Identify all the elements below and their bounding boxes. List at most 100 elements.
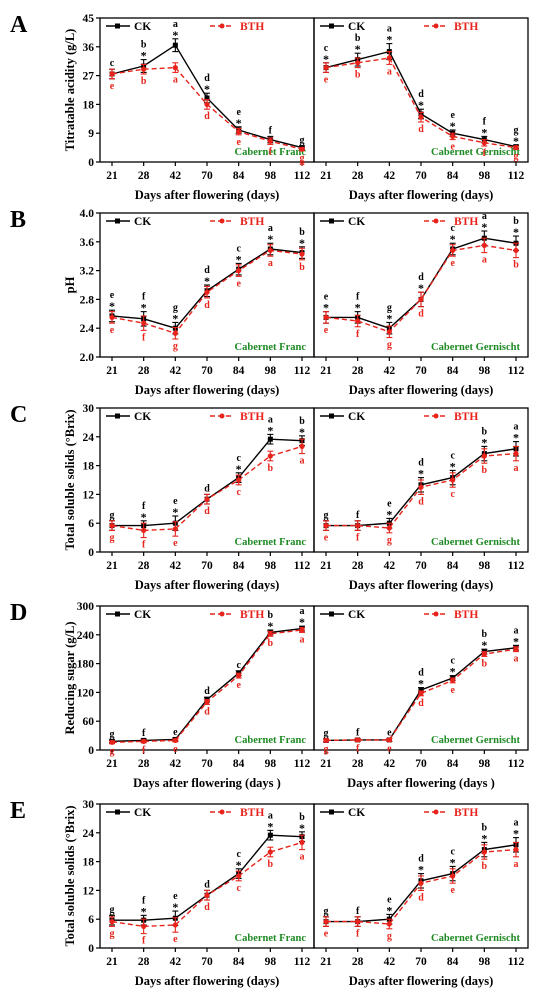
data-point [172,922,178,928]
x-tick-label: 28 [138,758,150,770]
legend-bth-marker [433,611,439,617]
y-tick-label: 12 [83,885,95,897]
y-tick-label: 9 [88,128,94,140]
legend-bth-marker [219,413,225,419]
significance-star: * [513,431,519,445]
data-point [172,330,178,336]
data-point [204,289,210,295]
significance-letter: e [173,744,178,755]
significance-star: * [299,821,305,835]
x-tick-label: 84 [233,365,245,377]
subplot-gernischt: 21 28 42 70 84 98 112 Days after flowering (day… [313,211,529,397]
x-tick-label: 42 [170,560,182,572]
significance-star: * [418,863,424,877]
significance-letter: d [418,668,424,679]
significance-letter: d [204,73,210,84]
significance-letter: g [514,151,519,162]
legend-ck-marker [115,611,120,617]
data-point [172,65,178,71]
significance-letter: f [142,501,146,512]
significance-letter: g [300,153,305,164]
data-point [450,247,456,254]
significance-letter: g [110,729,115,740]
significance-star: * [355,301,361,315]
y-tick-label: 27 [83,71,95,83]
significance-letter: e [450,110,455,121]
significance-letter: b [513,216,519,227]
x-tick-label: 21 [320,170,332,182]
data-point [299,251,305,257]
y-tick-label: 0 [88,943,94,955]
x-tick-label: 98 [479,956,491,968]
significance-star: * [172,505,178,519]
significance-letter: d [418,698,424,709]
significance-letter: b [482,861,488,872]
x-tick-label: 21 [106,758,118,770]
significance-letter: f [142,895,146,906]
data-point [418,484,424,490]
y-tick-label: 240 [77,630,95,642]
plot-frame [99,407,315,553]
x-tick-label: 70 [201,365,213,377]
significance-letter: a [514,818,519,829]
significance-letter: a [387,24,392,35]
significance-letter: c [324,43,329,54]
data-point [204,699,210,705]
significance-letter: c [236,883,241,894]
significance-star: * [267,619,273,633]
data-point [481,140,487,146]
significance-letter: e [387,498,392,509]
significance-letter: f [356,928,360,939]
data-point [204,95,210,101]
significance-star: * [481,220,487,234]
significance-star: * [513,634,519,648]
significance-letter: b [482,426,488,437]
data-point [418,296,424,302]
significance-letter: f [356,532,360,543]
significance-star: * [141,510,147,524]
significance-letter: c [236,660,241,671]
x-tick-label: 28 [352,758,364,770]
panel-letter: A [10,12,28,38]
significance-letter: b [141,40,147,51]
significance-star: * [236,462,242,476]
x-tick-label: 84 [233,170,245,182]
significance-letter: e [324,325,329,336]
x-tick-label: 21 [106,560,118,572]
panel-letter: C [10,402,27,428]
significance-letter: d [418,89,424,100]
x-tick-label: 21 [106,170,118,182]
x-tick-label: 84 [447,365,459,377]
subplot-gernischt: 21 28 42 70 84 98 112 Days after flowering (day… [313,605,529,790]
significance-letter: g [110,746,115,757]
data-point [513,247,519,254]
y-tick-label: 120 [77,687,95,699]
significance-letter: f [142,292,146,303]
y-tick-label: 2.4 [80,323,95,335]
significance-letter: c [110,58,115,69]
variety-label: Cabernet Gernischt [431,342,520,353]
significance-letter: d [204,300,210,311]
significance-letter: e [173,891,178,902]
x-axis-label: Days after flowering (days) [135,188,280,202]
data-point [418,687,424,693]
significance-letter: b [355,70,361,81]
x-tick-label: 112 [508,956,525,968]
legend-ck-label: CK [134,411,151,423]
data-point [299,146,305,152]
y-tick-label: 0 [88,745,94,757]
legend-ck-label: CK [134,21,151,33]
x-tick-label: 42 [170,758,182,770]
significance-letter: c [450,656,455,667]
x-tick-label: 42 [170,170,182,182]
significance-letter: a [514,859,519,870]
data-point [267,832,273,838]
significance-star: * [513,827,519,841]
significance-letter: f [356,292,360,303]
x-tick-label: 112 [294,170,311,182]
significance-letter: e [173,538,178,549]
significance-star: * [236,252,242,266]
significance-letter: c [236,487,241,498]
data-point [418,690,424,696]
x-tick-label: 98 [265,758,277,770]
